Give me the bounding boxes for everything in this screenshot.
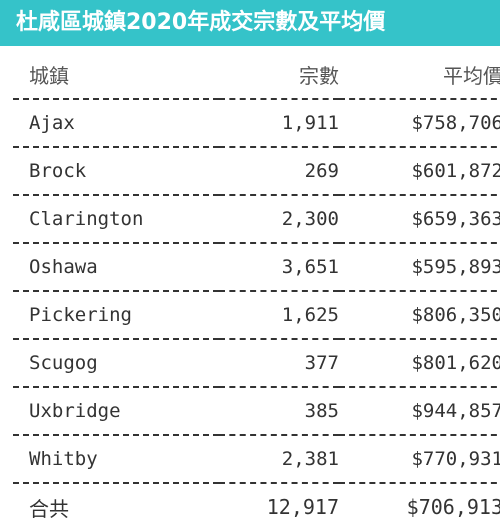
town-cell: Clarington <box>13 194 219 243</box>
count-cell: 2,381 <box>219 434 339 483</box>
table-title: 杜咸區城鎮2020年成交宗數及平均價 <box>0 0 500 46</box>
town-cell: Uxbridge <box>13 386 219 435</box>
price-cell: $944,857 <box>339 386 500 435</box>
count-cell: 377 <box>219 338 339 387</box>
sales-table: 城鎮 宗數 平均價 Ajax 1,911 $758,706 Brock 269 … <box>13 50 500 530</box>
count-cell: 385 <box>219 386 339 435</box>
total-price: $706,913 <box>339 482 500 530</box>
town-cell: Whitby <box>13 434 219 483</box>
table-row: Oshawa 3,651 $595,893 <box>13 242 500 291</box>
table-row: Brock 269 $601,872 <box>13 146 500 195</box>
price-cell: $806,350 <box>339 290 500 339</box>
table-row: Clarington 2,300 $659,363 <box>13 194 500 243</box>
price-cell: $770,931 <box>339 434 500 483</box>
table-row: Pickering 1,625 $806,350 <box>13 290 500 339</box>
table-row: Scugog 377 $801,620 <box>13 338 500 387</box>
price-cell: $601,872 <box>339 146 500 195</box>
count-cell: 3,651 <box>219 242 339 291</box>
count-cell: 1,625 <box>219 290 339 339</box>
header-count: 宗數 <box>299 63 339 88</box>
count-cell: 269 <box>219 146 339 195</box>
table-row: Ajax 1,911 $758,706 <box>13 98 500 147</box>
total-row: 合共 12,917 $706,913 <box>13 482 500 530</box>
total-label: 合共 <box>13 482 219 530</box>
price-cell: $758,706 <box>339 98 500 147</box>
price-cell: $659,363 <box>339 194 500 243</box>
town-cell: Ajax <box>13 98 219 147</box>
header-row: 城鎮 宗數 平均價 <box>13 50 500 99</box>
table-row: Whitby 2,381 $770,931 <box>13 434 500 483</box>
count-cell: 2,300 <box>219 194 339 243</box>
town-cell: Pickering <box>13 290 219 339</box>
total-count: 12,917 <box>219 482 339 530</box>
table-row: Uxbridge 385 $944,857 <box>13 386 500 435</box>
town-cell: Oshawa <box>13 242 219 291</box>
count-cell: 1,911 <box>219 98 339 147</box>
header-town: 城鎮 <box>29 63 69 88</box>
town-cell: Scugog <box>13 338 219 387</box>
header-price: 平均價 <box>443 63 500 88</box>
price-cell: $801,620 <box>339 338 500 387</box>
price-cell: $595,893 <box>339 242 500 291</box>
town-cell: Brock <box>13 146 219 195</box>
